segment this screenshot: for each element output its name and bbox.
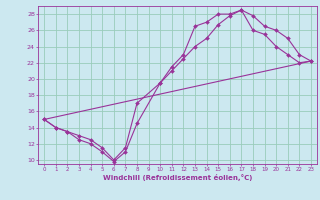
- X-axis label: Windchill (Refroidissement éolien,°C): Windchill (Refroidissement éolien,°C): [103, 174, 252, 181]
